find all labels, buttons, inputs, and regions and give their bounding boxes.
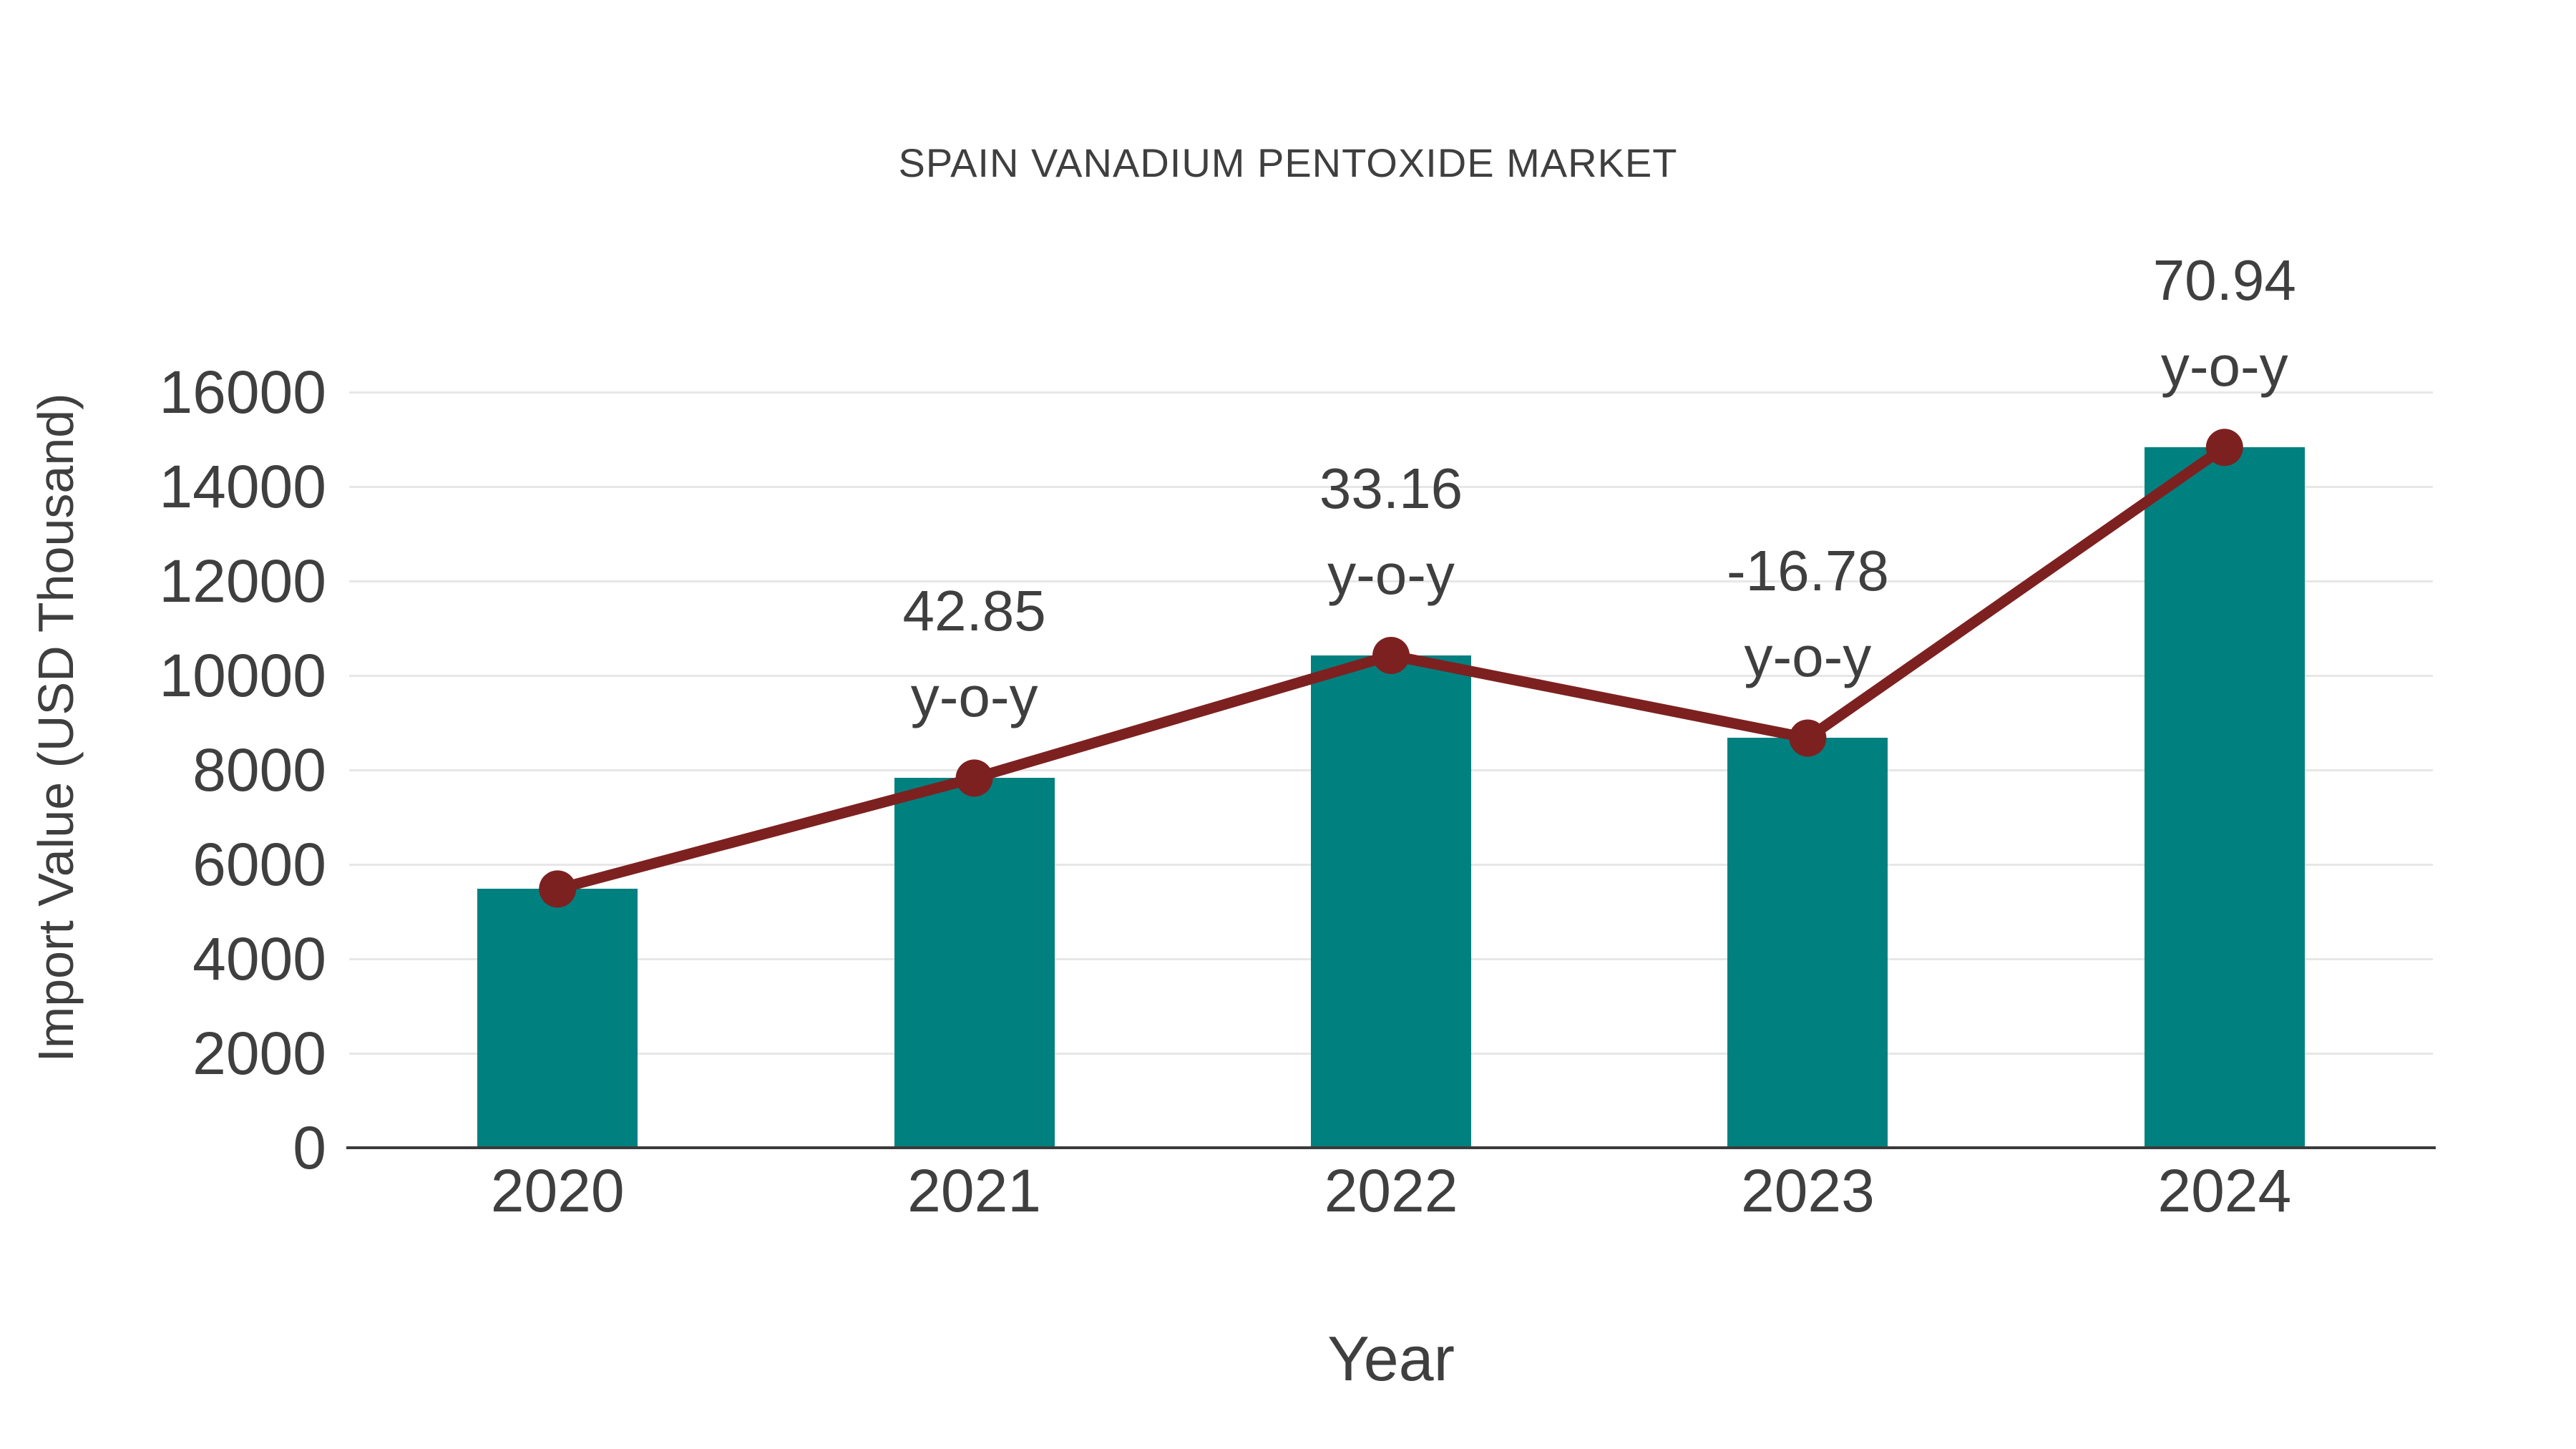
yoy-annotation-2024: 70.94 y-o-y: [2010, 238, 2439, 409]
bar-2023: [1727, 738, 1888, 1148]
yoy-value: 70.94: [2152, 248, 2296, 313]
yoy-value: -16.78: [1726, 539, 1889, 603]
y-tick-label-14000: 14000: [159, 453, 326, 520]
gridline-16000: [349, 391, 2433, 394]
yoy-annotation-2023: -16.78 y-o-y: [1593, 528, 2022, 700]
trend-marker-2024: [2205, 429, 2243, 467]
y-tick-label-12000: 12000: [159, 547, 326, 615]
y-tick-label-6000: 6000: [192, 831, 326, 898]
trend-marker-2021: [955, 759, 993, 797]
yoy-annotation-2021: 42.85 y-o-y: [760, 568, 1189, 740]
chart-title: SPAIN VANADIUM PENTOXIDE MARKET: [898, 140, 1678, 185]
yoy-value: 33.16: [1319, 457, 1463, 521]
trend-marker-2023: [1789, 719, 1827, 757]
y-tick-label-4000: 4000: [192, 925, 326, 992]
bar-2024: [2144, 447, 2305, 1148]
yoy-suffix: y-o-y: [910, 665, 1038, 729]
yoy-suffix: y-o-y: [2160, 334, 2288, 399]
yoy-suffix: y-o-y: [1327, 542, 1455, 607]
x-axis-line: [346, 1146, 2436, 1149]
y-tick-label-2000: 2000: [192, 1020, 326, 1087]
trend-marker-2022: [1372, 637, 1410, 675]
yoy-value: 42.85: [902, 579, 1046, 643]
x-tick-label-2023: 2023: [1740, 1157, 1875, 1224]
x-axis-title: Year: [1327, 1323, 1455, 1394]
y-tick-label-0: 0: [293, 1114, 326, 1181]
trend-marker-2020: [539, 870, 577, 908]
x-tick-label-2022: 2022: [1324, 1157, 1458, 1224]
plot-area: 0 2000 4000 6000 8000 10000 12000 14000 16000 42.…: [159, 248, 2436, 1224]
gridline-12000: [349, 580, 2433, 582]
trend-line-layer: [539, 429, 2243, 908]
x-tick-label-2021: 2021: [907, 1157, 1042, 1224]
bar-2020: [477, 889, 638, 1148]
x-tick-label-2020: 2020: [490, 1157, 625, 1224]
x-tick-label-2024: 2024: [2157, 1157, 2292, 1224]
bar-2021: [894, 778, 1055, 1148]
yoy-annotation-2022: 33.16 y-o-y: [1176, 446, 1606, 618]
y-axis-title: Import Value (USD Thousand): [28, 393, 84, 1063]
yoy-suffix: y-o-y: [1744, 625, 1872, 689]
bar-2022: [1311, 655, 1471, 1148]
y-tick-label-10000: 10000: [159, 642, 326, 709]
y-tick-label-16000: 16000: [159, 358, 326, 426]
gridline-14000: [349, 485, 2433, 488]
y-tick-label-8000: 8000: [192, 736, 326, 804]
